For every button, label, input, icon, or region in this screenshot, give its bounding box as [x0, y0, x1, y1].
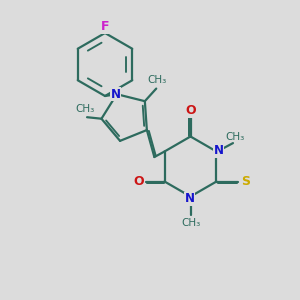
Text: CH₃: CH₃ [76, 104, 95, 114]
Text: CH₃: CH₃ [181, 218, 200, 228]
Text: O: O [185, 104, 196, 117]
Text: S: S [241, 175, 250, 188]
Text: F: F [101, 20, 109, 33]
Text: N: N [184, 192, 195, 205]
Text: CH₃: CH₃ [147, 75, 167, 85]
Text: CH₃: CH₃ [226, 131, 245, 142]
Text: N: N [111, 88, 121, 101]
Text: O: O [133, 175, 144, 188]
Text: N: N [214, 144, 224, 158]
